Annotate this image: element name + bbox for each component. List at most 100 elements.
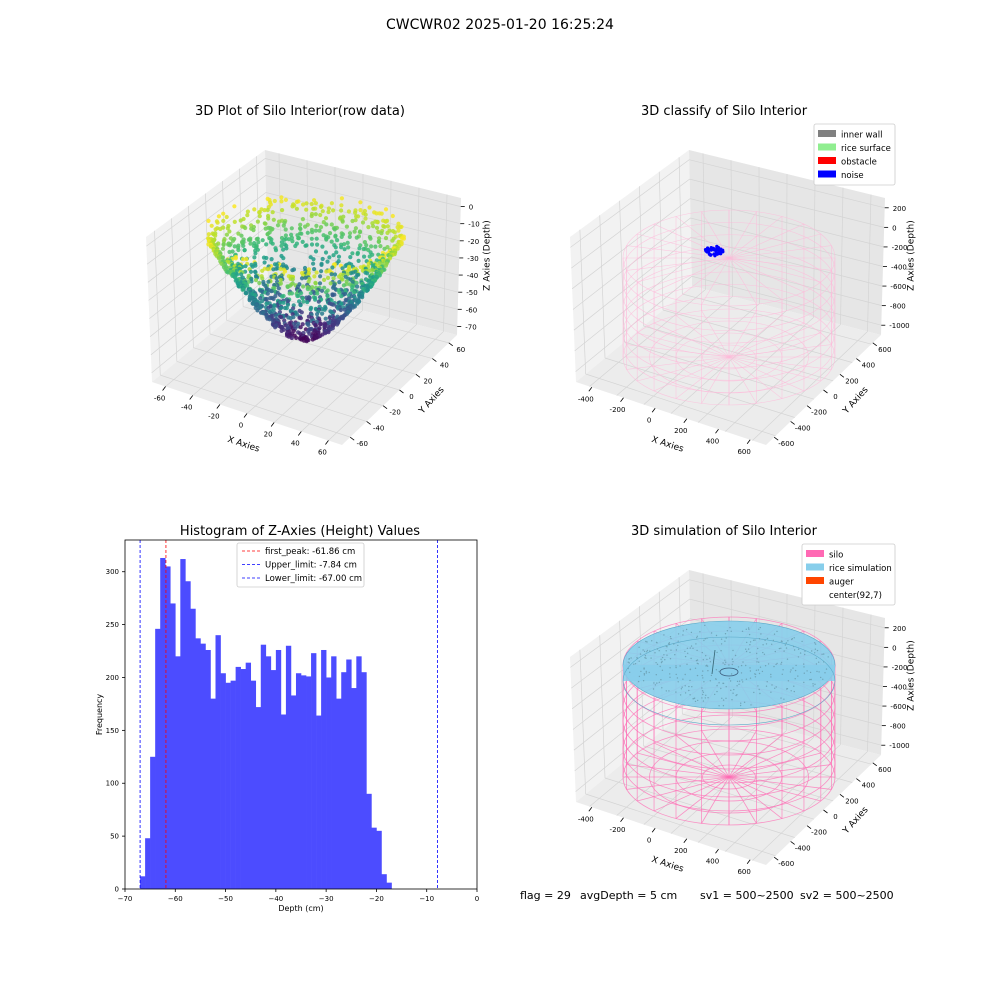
raw-point — [340, 219, 345, 224]
classify-y-tick-label: -200 — [811, 409, 827, 417]
raw-point — [347, 231, 353, 236]
histogram-bar — [311, 653, 317, 889]
raw-point — [300, 322, 305, 327]
classify-x-tick-mark — [683, 418, 688, 423]
histogram-x-tick-label: 0 — [475, 895, 479, 903]
rice-dot — [701, 697, 703, 699]
classify-y-axis-label: Y Axies — [841, 385, 871, 417]
simulation-y-tick-label: 600 — [878, 766, 891, 774]
raw-point — [350, 251, 355, 256]
raw-point — [345, 268, 350, 273]
raw-point — [369, 244, 374, 249]
raw-point — [281, 247, 286, 252]
histogram-bar — [295, 673, 302, 889]
raw-point — [296, 236, 301, 241]
histogram-bar — [165, 566, 171, 889]
rice-dot — [780, 647, 782, 649]
rice-dot — [794, 678, 796, 680]
histogram-x-tick-label: −20 — [369, 895, 384, 903]
raw-point — [265, 291, 270, 296]
histogram-bar — [290, 695, 297, 889]
raw-point — [319, 262, 324, 267]
raw-point — [339, 234, 344, 239]
rice-dot — [757, 669, 760, 671]
raw-point — [353, 226, 358, 231]
histogram-bar — [245, 662, 252, 889]
raw-z-tick-label: -20 — [468, 238, 479, 246]
raw-point — [257, 214, 262, 219]
raw-point — [206, 232, 211, 237]
histogram-bar — [321, 649, 327, 889]
raw-point — [371, 224, 376, 229]
rice-dot — [787, 640, 789, 642]
rice-dot — [758, 628, 760, 630]
rice-dot — [689, 668, 691, 670]
raw-point — [266, 279, 271, 284]
raw-point — [339, 203, 344, 208]
raw-point — [377, 261, 382, 266]
classify-z-tick-label: -600 — [890, 283, 906, 291]
rice-dot — [669, 676, 671, 678]
raw-point — [216, 214, 221, 219]
rice-simulation-dots — [627, 624, 829, 707]
rice-dot — [705, 655, 707, 657]
center-marker-line — [711, 649, 716, 675]
rice-dot — [762, 651, 764, 654]
rice-dot — [701, 690, 704, 692]
rice-dot — [745, 650, 748, 653]
classify-z-axis-label: Z Axies (Depth) — [906, 220, 916, 291]
raw-point — [263, 297, 268, 302]
rice-dot — [691, 686, 693, 688]
rice-dot — [695, 643, 697, 645]
raw-point — [260, 276, 265, 281]
raw-point — [363, 212, 368, 217]
raw-point — [281, 300, 286, 305]
histogram-legend: first_peak: -61.86 cm Upper_limit: -7.84 … — [236, 542, 365, 588]
rice-dot — [783, 650, 785, 652]
raw-point — [317, 228, 322, 233]
histogram-bar — [376, 830, 382, 889]
histogram-bar — [341, 672, 347, 889]
raw-point — [232, 244, 237, 249]
rice-dot — [690, 631, 693, 634]
rice-dot — [652, 688, 655, 690]
classify-legend-entry-label: obstacle — [841, 158, 877, 168]
rice-dot — [747, 627, 750, 629]
rice-dot — [804, 653, 806, 656]
classify-inner-wall-mesh-floor-ring — [702, 344, 756, 370]
rice-dot — [706, 658, 708, 661]
rice-dot — [694, 667, 697, 669]
rice-dot — [803, 681, 805, 684]
raw-point — [326, 330, 331, 335]
rice-dot — [696, 649, 698, 652]
raw-point — [360, 295, 365, 300]
histogram-bar — [270, 670, 277, 889]
raw-point — [333, 245, 338, 250]
rice-dot — [638, 660, 640, 662]
raw-point — [300, 217, 305, 222]
histogram-x-tick-label: −30 — [319, 895, 334, 903]
histogram-bar — [185, 581, 191, 889]
raw-point — [224, 232, 229, 237]
histogram-bar — [386, 882, 392, 889]
raw-point — [310, 230, 315, 235]
raw-point — [326, 321, 331, 326]
raw-point — [301, 202, 306, 207]
rice-dot — [722, 699, 725, 701]
raw-point — [279, 315, 284, 320]
rice-dot — [814, 683, 816, 685]
raw-point — [290, 277, 295, 282]
classify-legend-swatch — [818, 143, 836, 151]
classify-y-tick-mark — [856, 358, 861, 362]
raw-point — [295, 293, 300, 299]
raw-point — [281, 223, 286, 228]
rice-dot — [806, 670, 808, 672]
rice-dot — [645, 672, 647, 674]
rice-dot — [749, 667, 751, 669]
raw-point — [329, 201, 334, 206]
simulation-z-axis-label: Z Axies (Depth) — [906, 640, 916, 711]
raw-grid-x — [222, 181, 227, 321]
histogram-bar — [336, 698, 342, 889]
classify-y-tick-label: 0 — [833, 393, 837, 401]
raw-point — [355, 301, 360, 306]
